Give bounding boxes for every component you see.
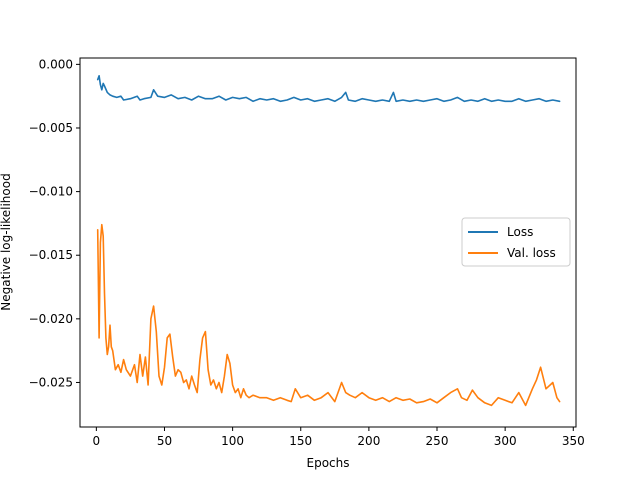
y-tick-label: −0.010 (29, 185, 73, 199)
legend-label-loss: Loss (507, 225, 533, 239)
y-axis-label: Negative log-likelihood (0, 173, 13, 310)
x-axis: 0 50 100 150 200 250 300 350 (93, 427, 585, 448)
x-tick-label: 150 (289, 434, 312, 448)
x-tick-label: 0 (93, 434, 101, 448)
series-line-val-loss (96, 223, 561, 407)
x-tick-label: 50 (157, 434, 172, 448)
plot-frame (79, 57, 577, 428)
y-tick-label: −0.005 (29, 121, 73, 135)
x-tick-label: 100 (221, 434, 244, 448)
legend: Loss Val. loss (461, 217, 571, 267)
legend-label-val-loss: Val. loss (507, 246, 556, 260)
x-tick-label: 300 (494, 434, 517, 448)
x-tick-label: 350 (562, 434, 585, 448)
x-tick-label: 250 (426, 434, 449, 448)
y-tick-label: 0.000 (39, 57, 73, 71)
y-axis: 0.000 −0.005 −0.010 −0.015 −0.020 −0.025 (29, 57, 80, 389)
x-axis-label: Epochs (307, 456, 350, 470)
series-layer (96, 75, 561, 407)
y-tick-label: −0.015 (29, 248, 73, 262)
x-tick-label: 200 (357, 434, 380, 448)
y-tick-label: −0.025 (29, 375, 73, 389)
y-tick-label: −0.020 (29, 312, 73, 326)
series-line-loss (96, 75, 561, 103)
